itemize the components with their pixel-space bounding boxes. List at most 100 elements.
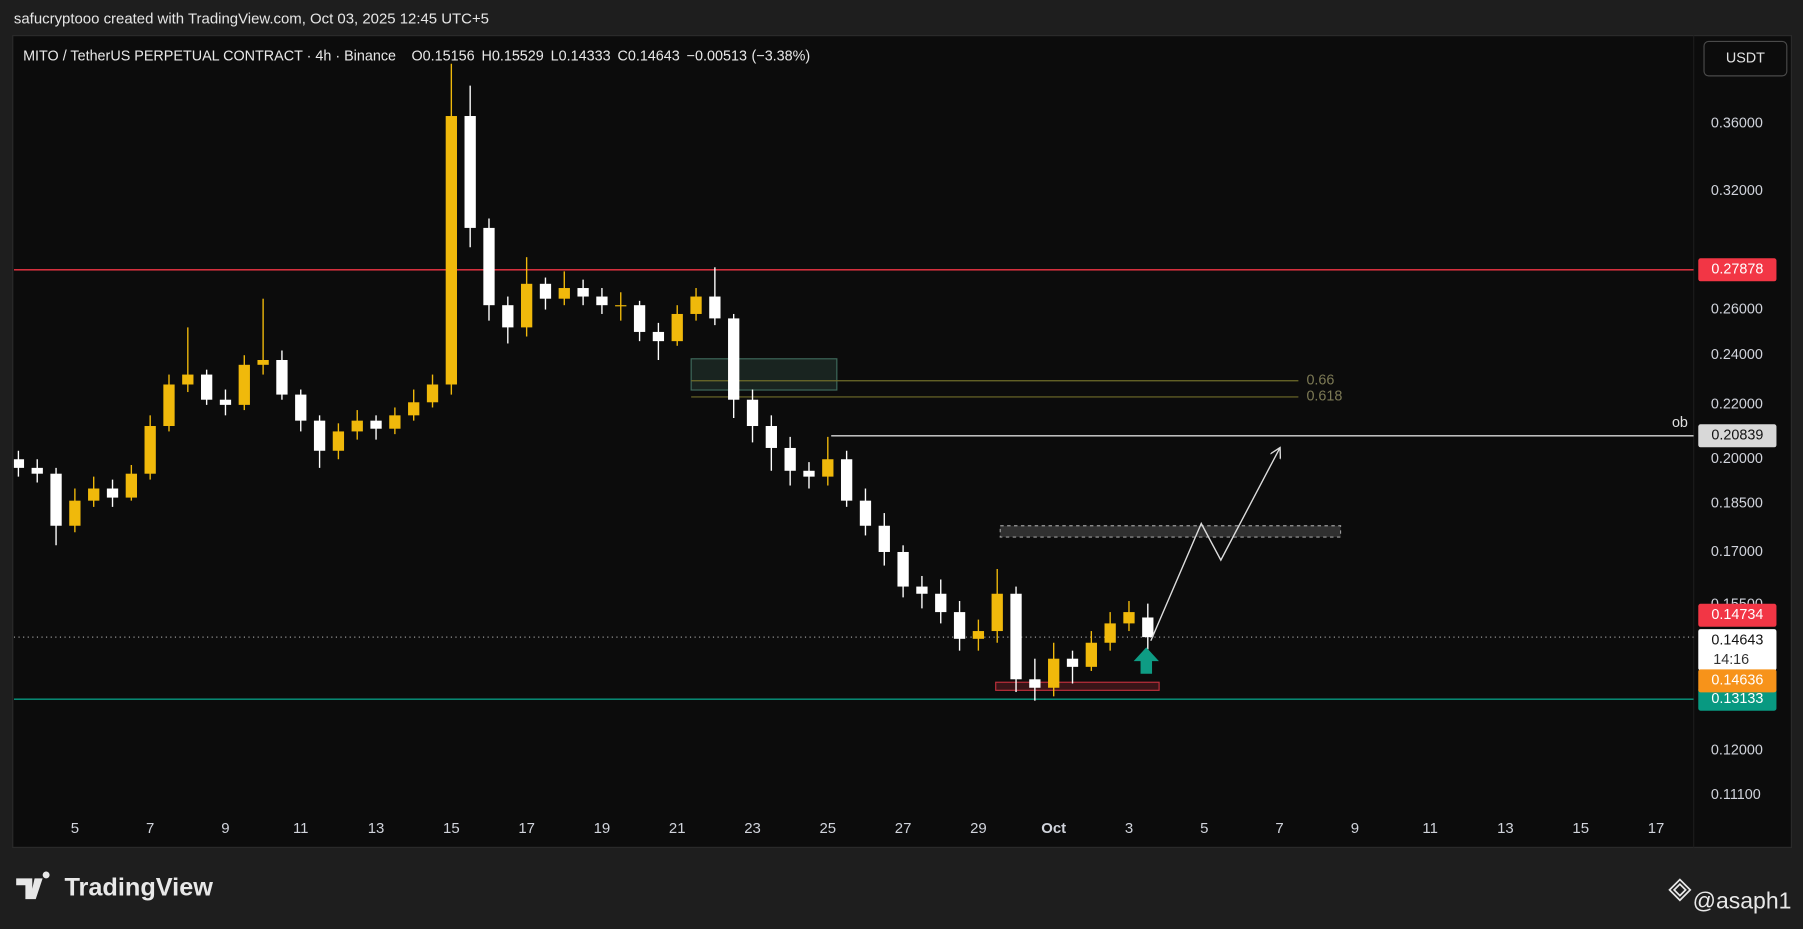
- candle-body: [991, 593, 1003, 632]
- x-tick-label: 11: [293, 820, 309, 837]
- candle-body: [464, 116, 476, 228]
- price-label: 0.27878: [1711, 262, 1763, 278]
- candle-body: [539, 283, 552, 299]
- candle-body: [50, 473, 62, 526]
- ohlc-value: 0.15529: [492, 48, 544, 64]
- candle-body: [972, 631, 985, 639]
- candle-body: [784, 447, 796, 471]
- x-tick-label: 19: [594, 820, 611, 837]
- fib-label: 0.618: [1306, 389, 1342, 405]
- price-label-bg: [1698, 669, 1777, 693]
- price-label: 0.13133: [1711, 691, 1763, 707]
- candle-body: [502, 305, 514, 328]
- y-tick-label: 0.11100: [1711, 787, 1761, 803]
- candle-body: [257, 360, 269, 365]
- candle-body: [615, 305, 627, 307]
- candle-body: [13, 459, 25, 468]
- chart-panel: [12, 35, 1792, 848]
- change-value: −0.00513: [687, 48, 747, 64]
- y-tick-label: 0.12000: [1711, 743, 1763, 759]
- candle-body: [671, 313, 683, 342]
- candle-body: [803, 470, 815, 477]
- price-label: 0.14643: [1711, 632, 1763, 648]
- watermark-icon: [1668, 878, 1692, 902]
- candle-body: [765, 426, 777, 448]
- ohlc-value: 0.14333: [559, 48, 611, 64]
- candle-body: [897, 551, 909, 587]
- x-tick-label: 13: [368, 820, 385, 837]
- price-label-bg: [1698, 258, 1777, 282]
- candle-body: [200, 374, 213, 400]
- y-tick-label: 0.17000: [1711, 544, 1763, 560]
- candle-body: [219, 399, 232, 405]
- candle-body: [125, 473, 137, 498]
- candle-body: [313, 420, 326, 451]
- ohlc-key: C: [617, 48, 627, 64]
- currency-button[interactable]: [1703, 40, 1788, 77]
- x-tick-label: 21: [669, 820, 686, 837]
- price-label: 0.14734: [1711, 607, 1763, 623]
- candle-body: [351, 420, 363, 432]
- candle-body: [163, 384, 175, 427]
- candle-body: [295, 394, 307, 421]
- x-tick-label: 7: [146, 820, 154, 837]
- candle-body: [332, 431, 345, 451]
- candle-body: [709, 296, 721, 319]
- candle-body: [1085, 642, 1097, 667]
- candle-body: [69, 500, 81, 526]
- legend: MITO / TetherUS PERPETUAL CONTRACT · 4h …: [23, 48, 810, 64]
- candle-body: [633, 305, 646, 332]
- zone-box: [690, 358, 838, 391]
- candle-body: [953, 612, 966, 639]
- candle-body: [859, 500, 872, 526]
- x-tick-label: 23: [744, 820, 761, 837]
- logo-mark: [16, 871, 50, 900]
- candle-body: [276, 360, 288, 395]
- candle-body: [840, 459, 853, 501]
- candle-body: [916, 586, 928, 594]
- candle-body: [182, 374, 194, 385]
- candle-body: [935, 593, 947, 613]
- price-label-bg: [1698, 629, 1777, 671]
- candle-body: [408, 402, 420, 416]
- symbol-title: MITO / TetherUS PERPETUAL CONTRACT · 4h …: [23, 48, 396, 64]
- x-tick-label: 25: [819, 820, 836, 837]
- x-tick-label: 3: [1125, 820, 1133, 837]
- projection-path: [1150, 449, 1280, 642]
- candle-body: [577, 288, 589, 297]
- candle-body: [1104, 623, 1116, 643]
- fib-label: 0.66: [1306, 373, 1334, 389]
- countdown: 14:16: [1713, 652, 1749, 668]
- signal-arrow: [1133, 647, 1159, 674]
- x-tick-label: 15: [443, 820, 460, 837]
- brand-name: TradingView: [64, 873, 213, 901]
- price-label: 0.14636: [1711, 673, 1763, 689]
- x-tick-label: 11: [1422, 820, 1438, 837]
- currency-label[interactable]: USDT: [1726, 50, 1765, 66]
- price-label-bg: [1698, 424, 1777, 448]
- axes: 5 7 9 11 13 15 17 19 21 23 25 27 29 Oct 3 5 7 9 11 13 15 17 0.…: [71, 116, 1777, 837]
- x-tick-label: 5: [71, 820, 79, 837]
- y-tick-label: 0.22000: [1711, 397, 1763, 413]
- y-tick-label: 0.36000: [1711, 116, 1763, 132]
- candle-body: [746, 399, 759, 427]
- price-label-bg: [1698, 603, 1777, 627]
- x-tick-label: 27: [895, 820, 912, 837]
- candle-body: [1066, 658, 1079, 667]
- candle-body: [1029, 679, 1041, 688]
- x-tick-label: 15: [1572, 820, 1589, 837]
- candle-body: [144, 426, 156, 474]
- y-tick-label: 0.18500: [1711, 496, 1763, 512]
- candle-body: [558, 288, 570, 299]
- candle-body: [389, 415, 401, 429]
- candle-body: [445, 116, 457, 385]
- y-tick-label: 0.32000: [1711, 183, 1763, 199]
- candle-body: [370, 420, 382, 429]
- candle-body: [822, 459, 834, 477]
- candle-body: [1142, 617, 1154, 638]
- candle-body: [88, 488, 100, 501]
- x-tick-label: 17: [1648, 820, 1665, 837]
- candle-body: [690, 296, 702, 314]
